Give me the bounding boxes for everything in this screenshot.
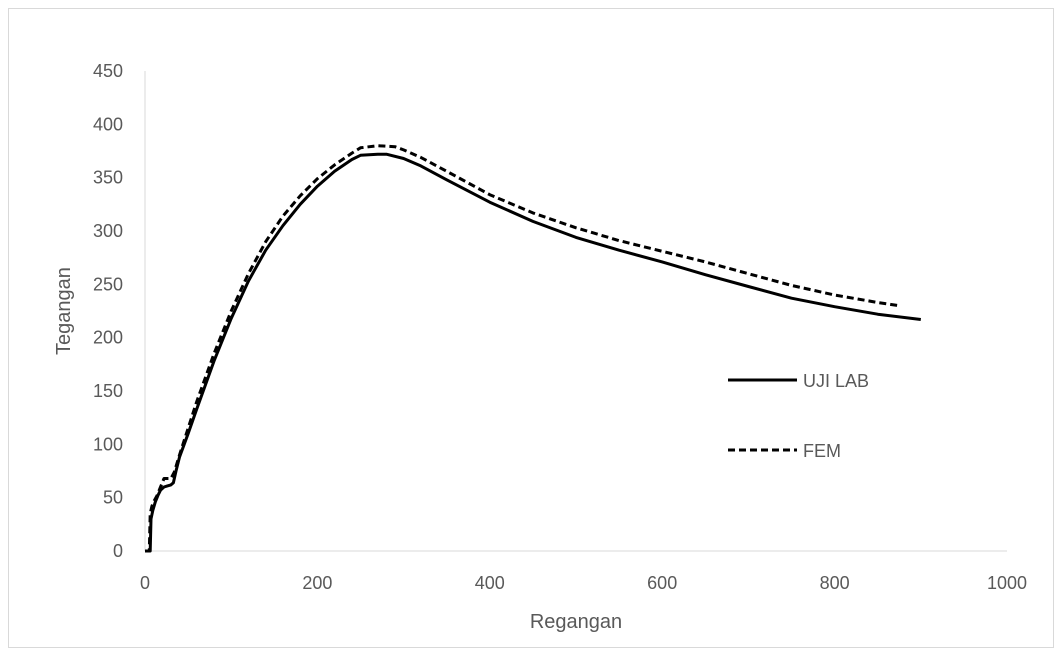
x-tick-label: 0: [140, 573, 150, 593]
legend: UJI LAB FEM: [728, 371, 869, 461]
y-tick-label: 350: [93, 168, 123, 188]
x-tick-label: 1000: [987, 573, 1027, 593]
x-axis-label: Regangan: [530, 611, 622, 633]
x-tick-label: 600: [647, 573, 677, 593]
legend-label-fem: FEM: [803, 441, 841, 461]
series-line-uji-lab: [145, 152, 921, 553]
y-tick-label: 450: [93, 61, 123, 81]
x-tick-label: 400: [475, 573, 505, 593]
y-axis-label: Tegangan: [53, 267, 75, 355]
y-tick-label: 200: [93, 328, 123, 348]
x-tick-label: 800: [820, 573, 850, 593]
y-tick-label: 300: [93, 221, 123, 241]
series-layer: [145, 144, 921, 553]
x-tick-labels: 0 200 400 600 800 1000: [140, 573, 1027, 593]
legend-label-uji-lab: UJI LAB: [803, 371, 869, 391]
y-tick-label: 100: [93, 434, 123, 454]
y-tick-label: 0: [113, 541, 123, 561]
series-line-fem: [145, 144, 900, 553]
chart-frame: [8, 8, 1054, 648]
y-tick-label: 50: [103, 488, 123, 508]
y-tick-labels: 0 50 100 150 200 250 300 350 400 450: [93, 61, 123, 561]
y-tick-label: 150: [93, 381, 123, 401]
y-tick-label: 400: [93, 114, 123, 134]
x-tick-label: 200: [302, 573, 332, 593]
y-tick-label: 250: [93, 274, 123, 294]
